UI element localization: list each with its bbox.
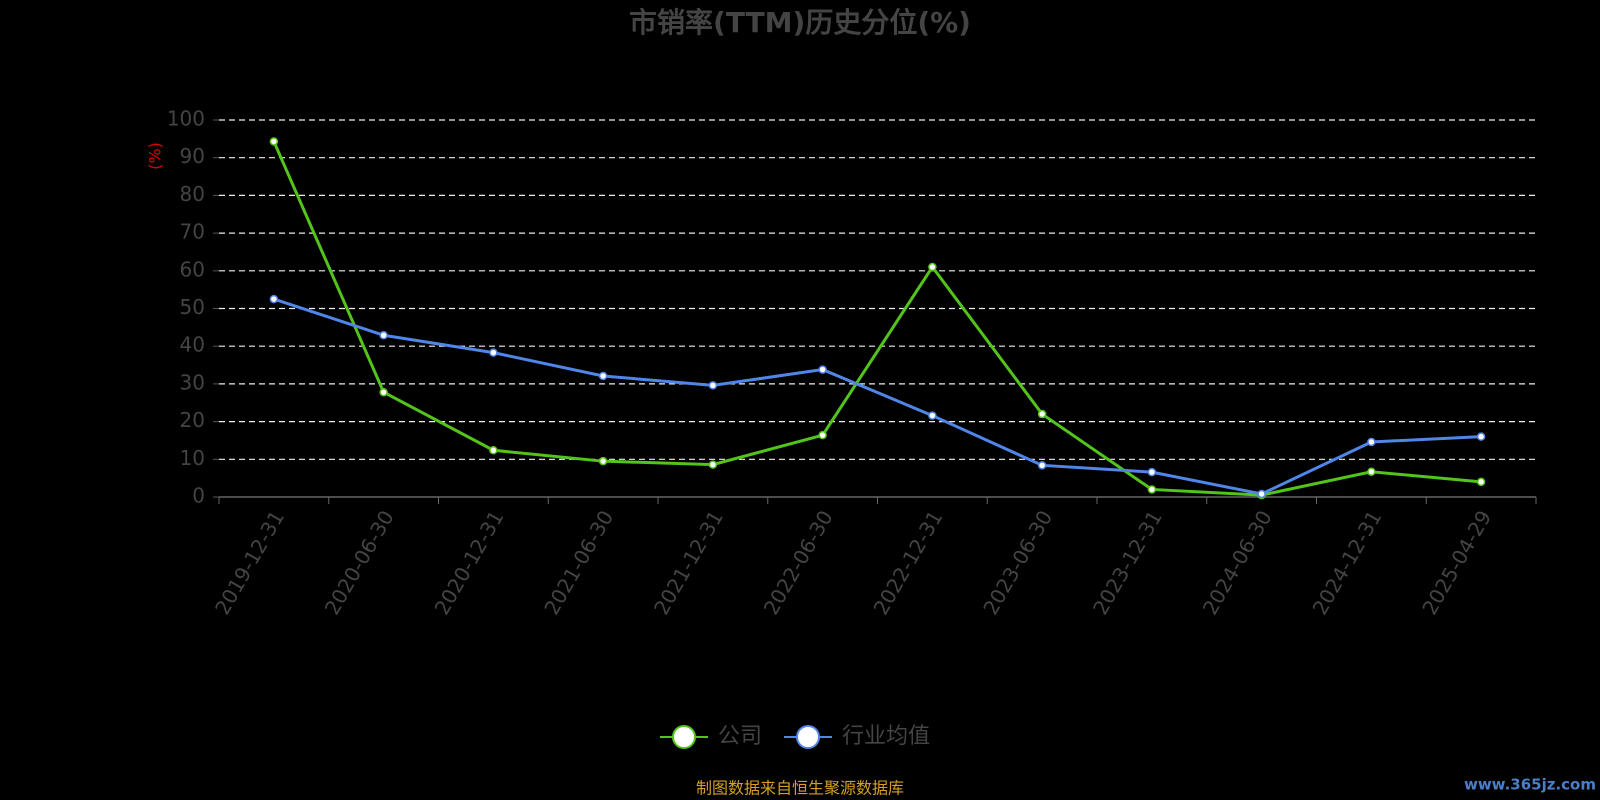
point xyxy=(1476,432,1486,441)
watermark: www.365jz.com xyxy=(1464,776,1596,794)
point xyxy=(379,331,388,340)
y-tick-label: 20 xyxy=(180,408,205,432)
legend-label: 公司 xyxy=(718,724,762,749)
y-tick-label: 70 xyxy=(180,220,205,244)
y-axis-label: (%) xyxy=(146,142,165,170)
point xyxy=(1037,461,1047,470)
point xyxy=(928,411,937,420)
y-tick-label: 0 xyxy=(192,484,205,508)
chart-title: 市销率(TTM)历史分位(%) xyxy=(629,6,971,39)
y-tick-label: 40 xyxy=(180,333,205,357)
point xyxy=(928,262,937,272)
legend-label: 行业均值 xyxy=(842,724,930,749)
y-tick-label: 50 xyxy=(180,295,205,319)
point xyxy=(708,381,718,390)
y-tick-label: 100 xyxy=(167,107,205,131)
point xyxy=(1037,409,1047,419)
y-tick-label: 10 xyxy=(180,446,205,470)
point xyxy=(708,460,718,469)
legend-marker xyxy=(672,725,696,749)
y-tick-label: 90 xyxy=(180,144,205,168)
point xyxy=(598,371,608,381)
point xyxy=(598,456,608,466)
point xyxy=(489,348,498,357)
point xyxy=(1367,437,1376,447)
point xyxy=(269,137,279,146)
point xyxy=(1147,485,1157,494)
source-note: 制图数据来自恒生聚源数据库 xyxy=(696,779,904,798)
point xyxy=(818,365,827,374)
series-line xyxy=(273,297,1482,496)
series-line xyxy=(272,140,1482,497)
y-tick-label: 30 xyxy=(180,370,205,394)
point xyxy=(1367,467,1376,476)
point xyxy=(489,446,498,455)
y-tick-label: 60 xyxy=(180,257,205,281)
legend-marker xyxy=(796,725,821,749)
point xyxy=(1476,477,1486,487)
y-tick-label: 80 xyxy=(180,182,205,206)
point xyxy=(1147,467,1157,477)
point xyxy=(269,294,279,304)
point xyxy=(818,430,827,440)
point xyxy=(379,387,388,397)
point xyxy=(1257,489,1266,499)
